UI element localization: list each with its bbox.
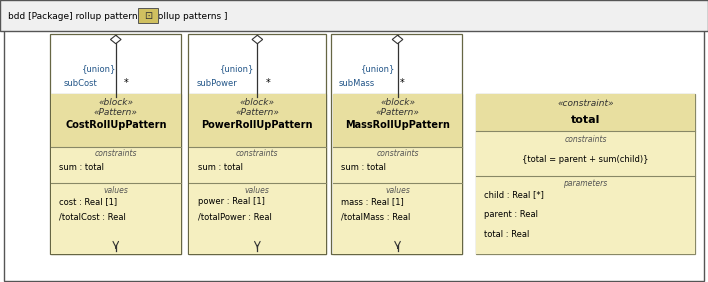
FancyBboxPatch shape (476, 94, 695, 131)
FancyBboxPatch shape (476, 94, 695, 254)
Text: MassRollUpPattern: MassRollUpPattern (345, 120, 450, 130)
FancyBboxPatch shape (138, 8, 158, 23)
FancyBboxPatch shape (333, 183, 462, 254)
Text: {total = parent + sum(child)}: {total = parent + sum(child)} (523, 155, 649, 164)
Text: «block»: «block» (98, 98, 133, 107)
FancyBboxPatch shape (189, 183, 326, 254)
Text: *: * (266, 78, 270, 88)
FancyBboxPatch shape (189, 94, 326, 254)
FancyBboxPatch shape (189, 147, 326, 183)
Polygon shape (110, 35, 121, 44)
Text: «Pattern»: «Pattern» (94, 108, 137, 117)
Text: subMass: subMass (338, 79, 375, 88)
Text: child : Real [*]: child : Real [*] (484, 190, 544, 199)
FancyBboxPatch shape (476, 176, 695, 254)
Text: constraints: constraints (236, 149, 279, 158)
Text: ⊡: ⊡ (144, 11, 152, 21)
Text: mass : Real [1]: mass : Real [1] (341, 197, 404, 206)
FancyBboxPatch shape (51, 147, 181, 183)
Text: «constraint»: «constraint» (557, 99, 614, 108)
FancyBboxPatch shape (189, 94, 326, 147)
Text: *: * (400, 78, 405, 88)
Text: {union}: {union} (361, 65, 396, 74)
Text: {union}: {union} (81, 65, 116, 74)
FancyBboxPatch shape (333, 94, 462, 147)
Text: total: total (571, 115, 600, 125)
FancyBboxPatch shape (51, 94, 181, 254)
Text: /totalPower : Real: /totalPower : Real (198, 213, 271, 222)
Text: sum : total: sum : total (198, 163, 243, 172)
Polygon shape (252, 35, 263, 44)
Text: values: values (103, 186, 128, 195)
FancyBboxPatch shape (333, 94, 462, 254)
Text: /totalMass : Real: /totalMass : Real (341, 213, 411, 222)
Text: bdd [Package] rollup patterns [  rollup patterns ]: bdd [Package] rollup patterns [ rollup p… (8, 12, 228, 21)
FancyBboxPatch shape (51, 183, 181, 254)
FancyBboxPatch shape (51, 94, 181, 147)
Text: parent : Real: parent : Real (484, 210, 538, 219)
Text: values: values (385, 186, 410, 195)
Text: subCost: subCost (64, 79, 98, 88)
Text: /totalCost : Real: /totalCost : Real (59, 213, 126, 222)
FancyBboxPatch shape (0, 0, 708, 31)
FancyBboxPatch shape (476, 131, 695, 176)
FancyBboxPatch shape (333, 147, 462, 183)
Text: *: * (124, 78, 129, 88)
Text: PowerRollUpPattern: PowerRollUpPattern (202, 120, 313, 130)
Text: constraints: constraints (94, 149, 137, 158)
Text: sum : total: sum : total (59, 163, 105, 172)
Text: power : Real [1]: power : Real [1] (198, 197, 264, 206)
Text: «block»: «block» (240, 98, 275, 107)
Text: parameters: parameters (564, 179, 607, 188)
Text: values: values (245, 186, 270, 195)
Text: subPower: subPower (197, 79, 238, 88)
Text: {union}: {union} (219, 65, 254, 74)
Text: cost : Real [1]: cost : Real [1] (59, 197, 118, 206)
Polygon shape (392, 35, 403, 44)
Text: constraints: constraints (564, 135, 607, 144)
Text: «Pattern»: «Pattern» (236, 108, 279, 117)
Text: «Pattern»: «Pattern» (376, 108, 419, 117)
Text: «block»: «block» (380, 98, 415, 107)
Text: CostRollUpPattern: CostRollUpPattern (65, 120, 166, 130)
Text: total : Real: total : Real (484, 230, 530, 239)
Text: sum : total: sum : total (341, 163, 387, 172)
Text: constraints: constraints (376, 149, 419, 158)
